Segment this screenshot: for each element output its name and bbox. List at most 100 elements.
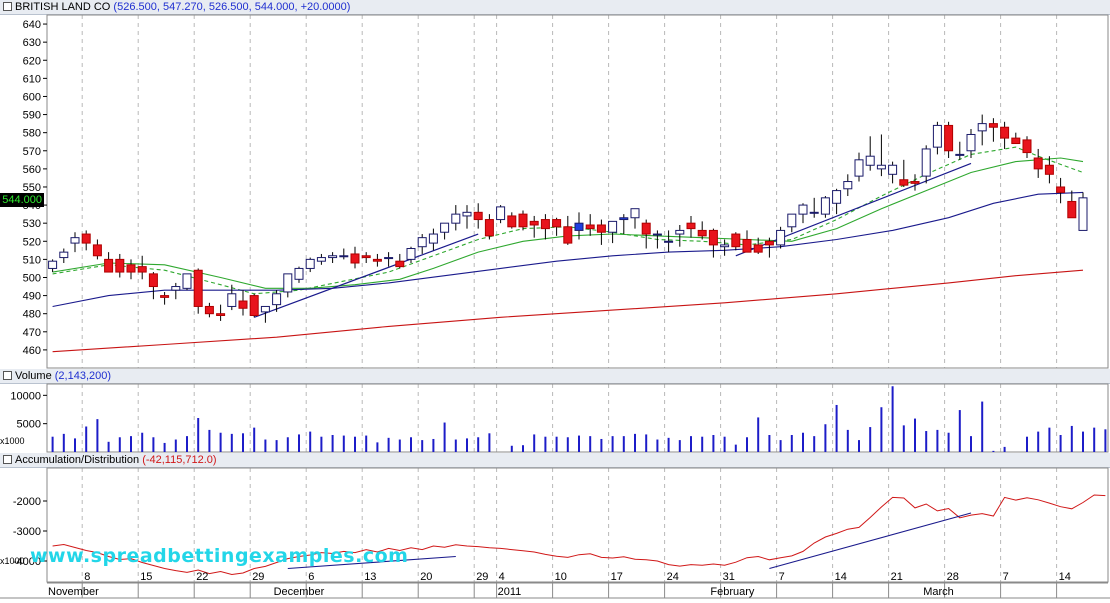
ad-panel-values: (-42,115,712.0)	[142, 454, 217, 466]
candle-body	[70, 237, 80, 244]
y-tick-label: 640	[23, 19, 41, 31]
y-tick-label: 590	[23, 110, 41, 122]
candle-body	[182, 273, 192, 289]
ad-trendline	[769, 512, 972, 570]
candle-body	[1078, 197, 1088, 231]
candle-body	[932, 124, 942, 148]
trendline	[253, 233, 479, 318]
panel-frame	[46, 383, 1109, 453]
candle-body	[350, 253, 360, 264]
candle-body	[440, 222, 450, 233]
candle-body	[977, 123, 987, 132]
y-tick-label: 5000	[17, 419, 41, 431]
candle-body	[81, 233, 91, 244]
candle-body	[596, 224, 606, 233]
candle-body	[563, 226, 573, 244]
x-tick-label: 14	[1059, 571, 1071, 583]
volume-unit-label: x1000	[0, 436, 25, 446]
candle-body	[652, 233, 662, 236]
candle-body	[171, 286, 181, 291]
x-tick-label: 20	[420, 571, 432, 583]
x-tick-label: 7	[1003, 571, 1009, 583]
candle-body	[473, 211, 483, 221]
ad-unit-label: x1000	[0, 556, 25, 566]
x-period-label: November	[48, 586, 99, 598]
candle-body	[529, 220, 539, 226]
volume-panel-name: Volume	[15, 370, 52, 382]
x-period-label: March	[923, 586, 954, 598]
candle-body	[193, 269, 203, 307]
ad-line	[52, 494, 1106, 576]
panel-toggle-icon[interactable]	[3, 371, 12, 380]
y-tick-label: 500	[23, 272, 41, 284]
candle-body	[574, 222, 584, 231]
candle-body	[216, 313, 226, 317]
y-tick-label: 520	[23, 236, 41, 248]
candle-body	[540, 219, 550, 230]
candle-body	[1033, 157, 1043, 170]
x-tick-label: 17	[611, 571, 623, 583]
candle-body	[59, 251, 69, 259]
x-period-label: December	[274, 586, 325, 598]
y-tick-label: 610	[23, 73, 41, 85]
candle-body	[865, 155, 875, 166]
y-tick-label: -2000	[13, 496, 41, 508]
candle-body	[372, 258, 382, 262]
candle-body	[484, 219, 494, 237]
candle-body	[339, 255, 349, 258]
candle-body	[260, 305, 270, 313]
panel-toggle-icon[interactable]	[3, 2, 12, 11]
x-tick-label: 29	[476, 571, 488, 583]
x-tick-label: 13	[364, 571, 376, 583]
candle-body	[137, 266, 147, 273]
candle-body	[809, 211, 819, 214]
y-tick-label: 510	[23, 254, 41, 266]
candle-body	[1067, 200, 1077, 219]
candle-body	[496, 206, 506, 221]
y-tick-label: -3000	[13, 526, 41, 538]
candle-body	[417, 237, 427, 248]
watermark: www.spreadbettingexamples.com	[30, 545, 409, 567]
candle-body	[675, 229, 685, 235]
x-tick-label: 8	[84, 571, 90, 583]
candle-body	[832, 190, 842, 204]
y-tick-label: 10000	[10, 390, 41, 402]
candle-body	[1000, 126, 1010, 139]
candle-body	[708, 229, 718, 246]
candle-body	[238, 300, 248, 309]
price-panel-name: BRITISH LAND CO	[15, 1, 111, 13]
candle-body	[1056, 186, 1066, 193]
x-tick-label: 6	[308, 571, 314, 583]
candle-body	[395, 260, 405, 268]
candle-body	[764, 240, 774, 246]
candle-body	[619, 217, 629, 221]
x-period-label: 2011	[498, 586, 522, 598]
x-tick-label: 14	[835, 571, 847, 583]
candle-body	[720, 244, 730, 248]
candle-body	[92, 244, 102, 257]
candle-body	[518, 213, 528, 228]
candle-body	[283, 273, 293, 293]
y-tick-label: 550	[23, 182, 41, 194]
candle-body	[742, 238, 752, 253]
y-tick-label: 620	[23, 55, 41, 67]
candle-body	[1044, 164, 1054, 175]
panel-toggle-icon[interactable]	[3, 455, 12, 464]
candle-body	[552, 219, 562, 228]
y-tick-label: 570	[23, 146, 41, 158]
candle-body	[641, 222, 651, 235]
candle-body	[988, 123, 998, 128]
x-tick-label: 28	[947, 571, 959, 583]
candle-body	[966, 133, 976, 152]
candle-body	[921, 148, 931, 177]
candle-body	[160, 295, 170, 298]
candle-body	[608, 220, 618, 233]
candle-body	[686, 222, 696, 230]
x-tick-label: 10	[555, 571, 567, 583]
candle-body	[305, 258, 315, 269]
x-period-label: February	[710, 586, 755, 598]
x-tick-label: 4	[499, 571, 505, 583]
x-tick-label: 15	[140, 571, 152, 583]
candle-body	[451, 213, 461, 224]
